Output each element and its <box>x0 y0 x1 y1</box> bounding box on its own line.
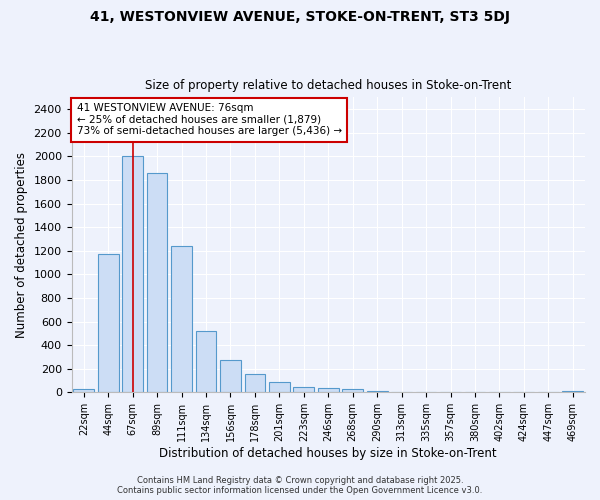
Text: 41, WESTONVIEW AVENUE, STOKE-ON-TRENT, ST3 5DJ: 41, WESTONVIEW AVENUE, STOKE-ON-TRENT, S… <box>90 10 510 24</box>
Text: Contains HM Land Registry data © Crown copyright and database right 2025.
Contai: Contains HM Land Registry data © Crown c… <box>118 476 482 495</box>
Bar <box>562 390 583 392</box>
Bar <box>196 331 217 392</box>
Bar <box>269 382 290 392</box>
Text: 41 WESTONVIEW AVENUE: 76sqm
← 25% of detached houses are smaller (1,879)
73% of : 41 WESTONVIEW AVENUE: 76sqm ← 25% of det… <box>77 103 342 136</box>
Bar <box>171 246 192 392</box>
Bar <box>293 387 314 392</box>
Bar <box>73 390 94 392</box>
Bar <box>367 390 388 392</box>
Bar <box>343 390 363 392</box>
Bar <box>122 156 143 392</box>
Bar <box>245 374 265 392</box>
X-axis label: Distribution of detached houses by size in Stoke-on-Trent: Distribution of detached houses by size … <box>160 447 497 460</box>
Bar <box>318 388 338 392</box>
Bar <box>147 173 167 392</box>
Bar <box>220 360 241 392</box>
Y-axis label: Number of detached properties: Number of detached properties <box>15 152 28 338</box>
Bar <box>98 254 119 392</box>
Title: Size of property relative to detached houses in Stoke-on-Trent: Size of property relative to detached ho… <box>145 79 511 92</box>
